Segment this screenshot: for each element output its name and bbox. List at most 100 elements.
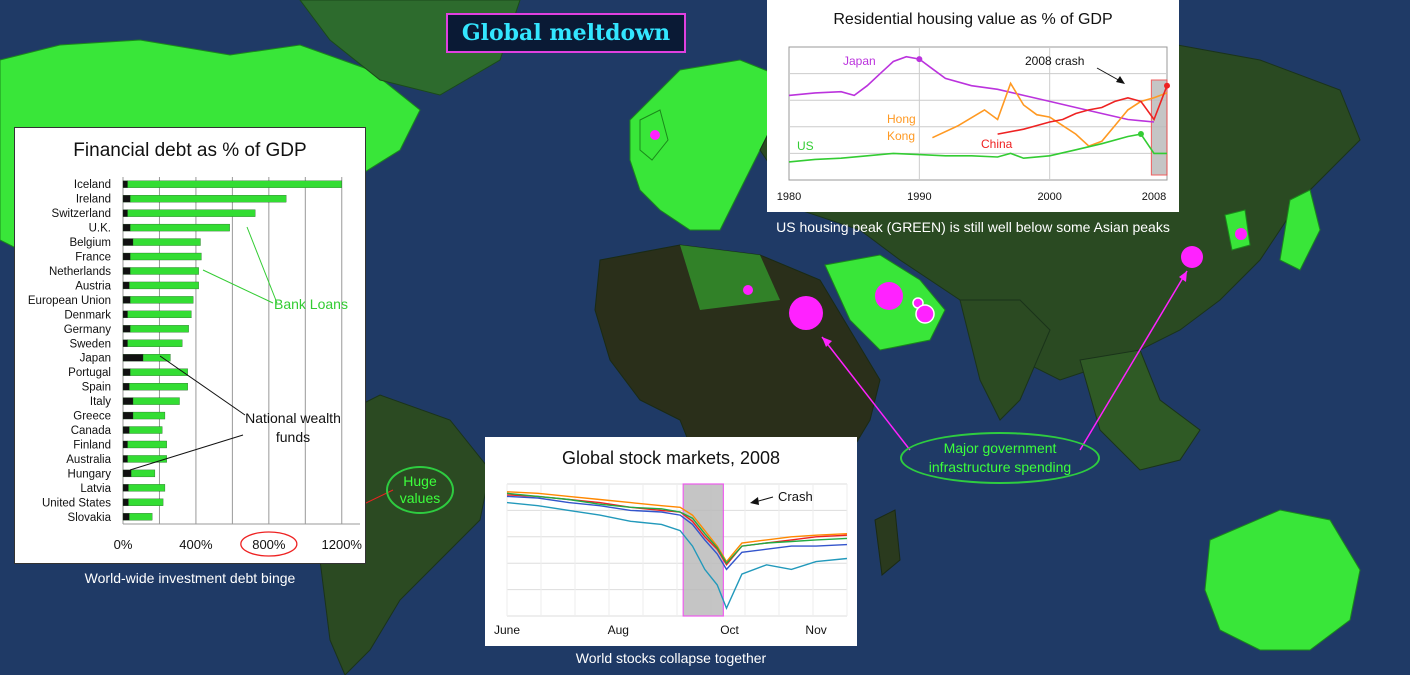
debt-bar <box>122 498 129 506</box>
stock-series-line <box>506 494 848 567</box>
marker-china <box>1181 246 1203 268</box>
debt-category-label: Iceland <box>74 179 111 191</box>
stock-series-line <box>506 501 848 610</box>
north-africa <box>680 245 780 310</box>
australia <box>1204 509 1361 651</box>
debt-bar <box>122 426 130 434</box>
debt-bar <box>127 310 192 319</box>
bank-loans-leader <box>246 226 278 304</box>
stock-series-line <box>506 491 848 563</box>
arrowhead-china <box>1179 271 1187 282</box>
debt-bar <box>122 296 131 304</box>
housing-series-line <box>788 55 1155 123</box>
debt-bar <box>122 281 130 290</box>
debt-bar <box>127 339 183 347</box>
housing-caption: US housing peak (GREEN) is still well be… <box>776 219 1170 235</box>
debt-category-label: Slovakia <box>68 512 112 524</box>
debt-bar <box>130 252 202 261</box>
marker-uae <box>915 304 935 324</box>
debt-bar <box>130 223 230 232</box>
debt-category-label: Switzerland <box>52 208 111 220</box>
debt-bar <box>132 238 201 246</box>
madagascar <box>874 509 901 576</box>
stock-chart-panel: Global stock markets, 2008 Crash June Aug O… <box>485 437 857 646</box>
marker-egypt <box>789 296 823 330</box>
debt-category-label: Finland <box>73 439 111 451</box>
debt-bar <box>129 426 163 434</box>
debt-bar <box>122 339 128 347</box>
debt-category-label: Spain <box>82 382 111 394</box>
housing-chart-title: Residential housing value as % of GDP <box>833 11 1113 28</box>
debt-bar <box>122 440 128 449</box>
marker-korea <box>1235 228 1247 240</box>
debt-chart-panel: Financial debt as % of GDP Iceland Irelan… <box>14 127 366 564</box>
housing-series-label-china: China <box>981 137 1013 151</box>
debt-bar <box>122 411 134 420</box>
debt-caption: World-wide investment debt binge <box>84 570 296 586</box>
stock-series-line <box>506 492 848 565</box>
stock-xtick-label: Oct <box>720 623 739 637</box>
arrowhead-egypt <box>822 337 832 347</box>
national-wealth-funds-label: National wealth funds <box>245 410 341 445</box>
housing-series-label-kong: Kong <box>887 129 915 143</box>
debt-xtick-label: 1200% <box>322 537 363 552</box>
debt-bar <box>131 469 156 478</box>
debt-chart-title: Financial debt as % of GDP <box>73 140 307 161</box>
page-title: Global meltdown <box>446 13 686 53</box>
debt-category-label: Germany <box>64 324 112 336</box>
housing-series-label-japan: Japan <box>843 54 876 68</box>
housing-peak-dot <box>916 56 923 63</box>
wealth-funds-leader <box>129 434 244 471</box>
debt-bar <box>127 455 167 463</box>
housing-crash-arrowhead <box>1116 76 1125 84</box>
debt-category-label: Ireland <box>76 194 111 206</box>
marker-libya <box>743 285 753 295</box>
india <box>959 299 1051 421</box>
housing-series-line <box>997 85 1168 135</box>
debt-bar <box>122 238 134 246</box>
stock-series-line <box>506 495 848 571</box>
debt-category-label: Hungary <box>68 468 112 480</box>
housing-xtick-label: 2008 <box>1142 191 1166 203</box>
debt-category-label: United States <box>42 497 111 509</box>
debt-category-label: Canada <box>71 425 112 437</box>
arrow-egypt <box>821 336 911 451</box>
debt-bar <box>122 209 128 217</box>
debt-bar <box>122 310 128 319</box>
bank-loans-leader <box>202 269 274 304</box>
debt-bar <box>127 440 167 449</box>
debt-chart: Iceland Ireland Switzerland U.K. Belgium Fran… <box>28 177 363 557</box>
housing-series-line <box>788 133 1167 163</box>
debt-bar <box>128 498 164 506</box>
housing-peak-dot <box>1137 131 1144 138</box>
housing-crash-label: 2008 crash <box>1025 54 1084 68</box>
debt-bar <box>122 397 134 405</box>
debt-category-label: Netherlands <box>49 266 111 278</box>
arrow-china <box>1079 270 1188 451</box>
debt-bar <box>122 513 130 521</box>
huge-values-oval: Huge values <box>386 466 454 514</box>
housing-series-label-us: US <box>797 139 814 153</box>
debt-bar <box>130 267 199 275</box>
stock-xtick-label: Nov <box>805 623 826 637</box>
debt-bar <box>122 267 131 275</box>
debt-xtick-label: 400% <box>179 537 213 552</box>
stock-crash-band <box>682 483 724 617</box>
debt-category-label: Greece <box>73 411 111 423</box>
debt-bar <box>127 209 256 217</box>
debt-category-label: European Union <box>28 295 111 307</box>
debt-bar <box>130 325 189 333</box>
huge-values-ellipse <box>240 531 298 557</box>
debt-category-label: Belgium <box>69 237 111 249</box>
debt-category-label: Latvia <box>80 483 111 495</box>
debt-category-label: U.K. <box>89 223 111 235</box>
stock-xtick-label: Aug <box>608 623 629 637</box>
housing-xtick-label: 1990 <box>907 191 931 203</box>
debt-xtick-label: 0% <box>114 537 133 552</box>
debt-bar <box>130 368 188 376</box>
marker-uk <box>650 130 660 140</box>
debt-bar <box>122 195 131 203</box>
japan <box>1279 189 1321 271</box>
debt-bar <box>129 513 153 521</box>
debt-bar <box>132 397 180 405</box>
